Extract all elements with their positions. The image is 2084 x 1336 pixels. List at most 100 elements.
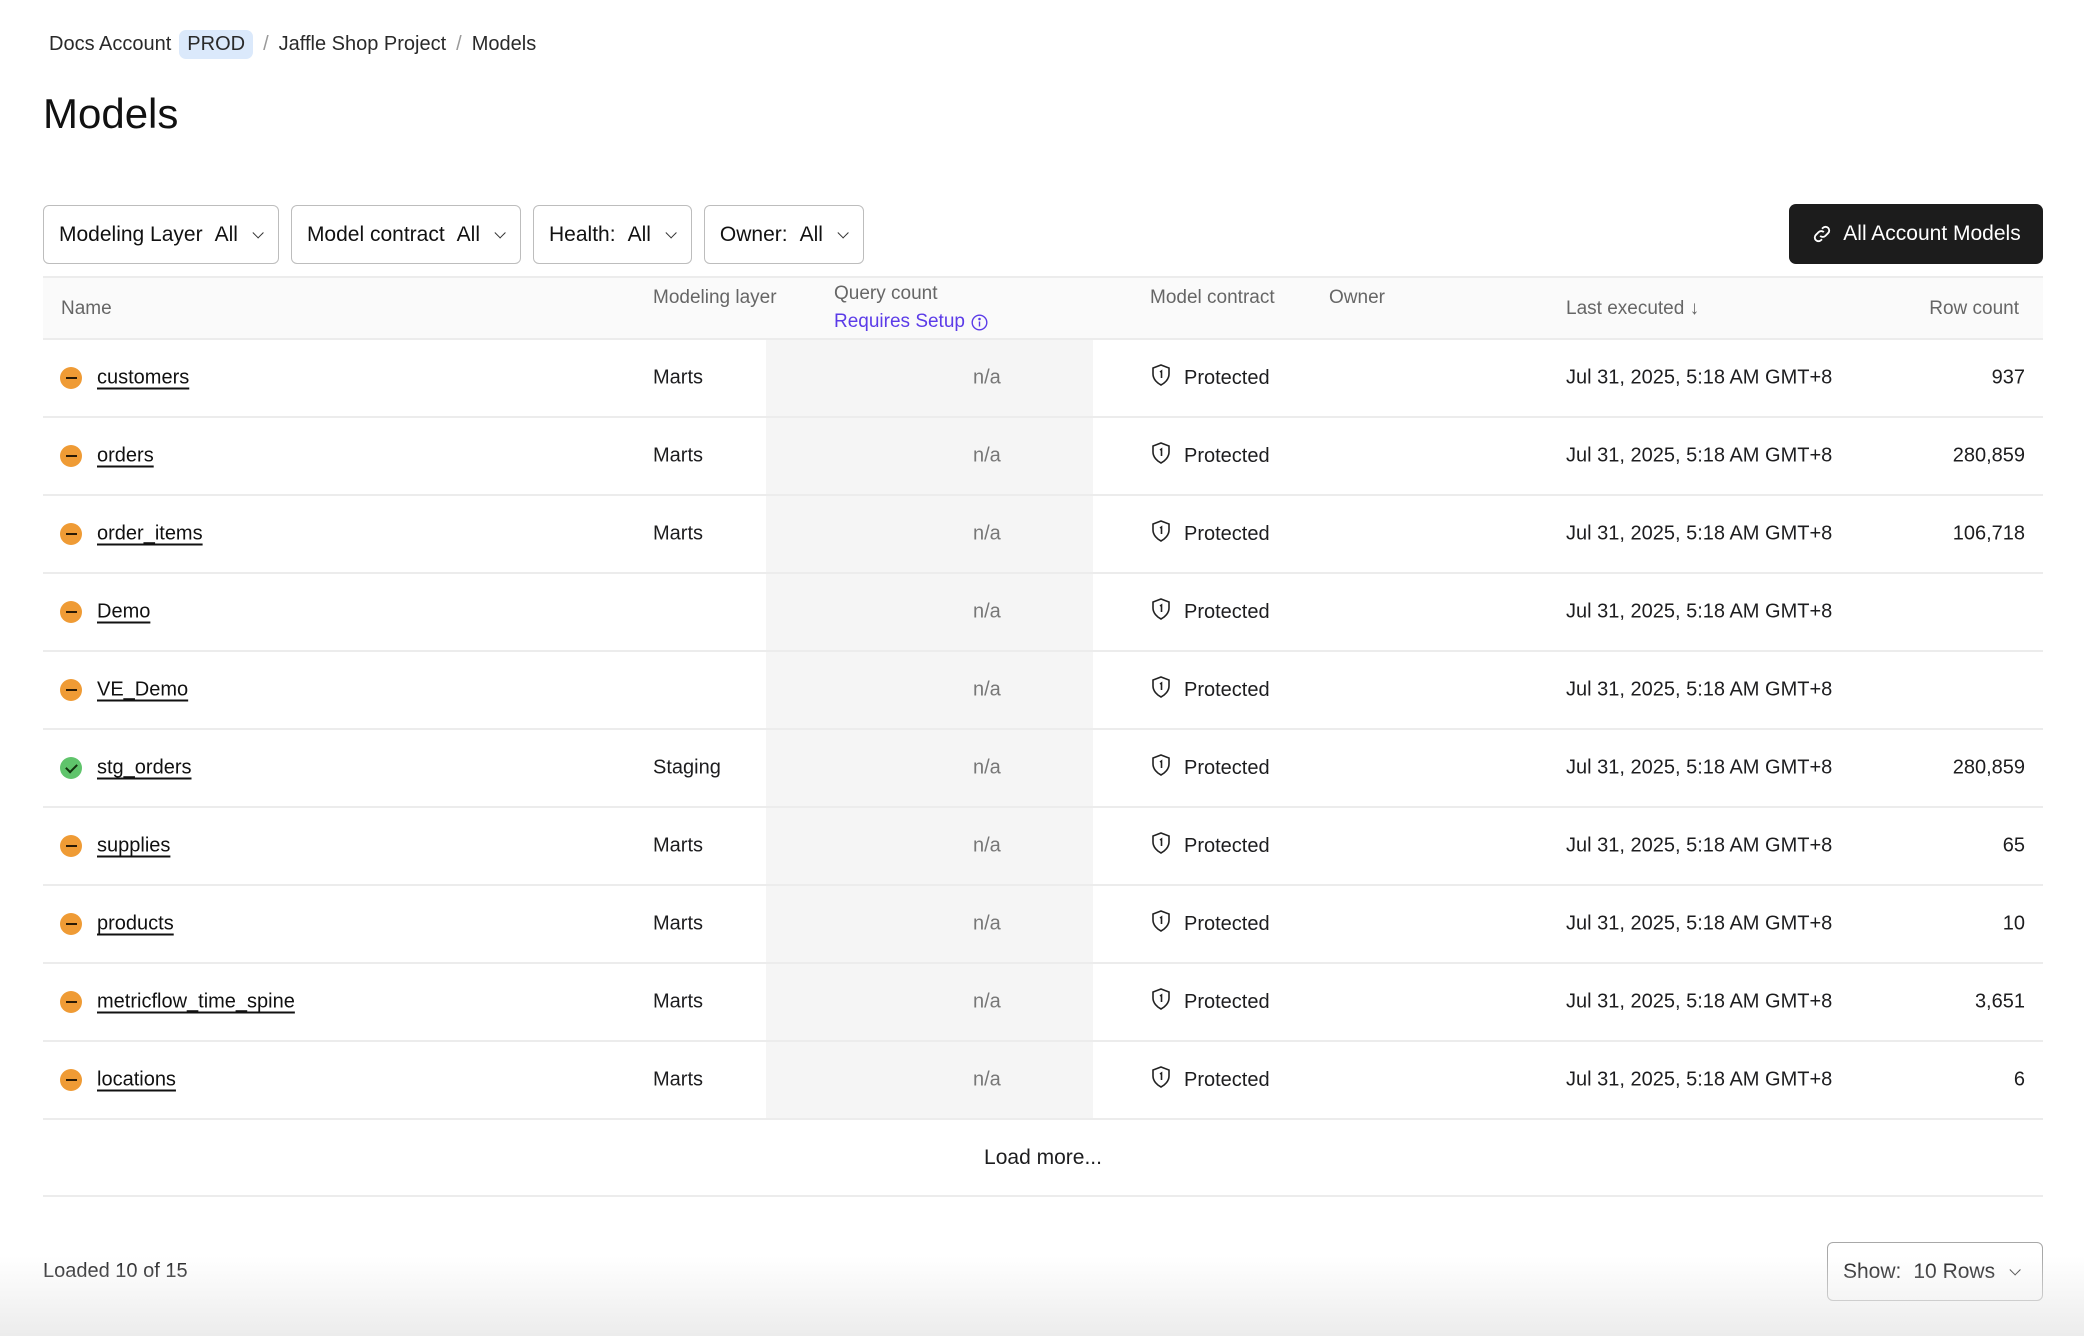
row-count: 6: [2013, 1068, 2025, 1091]
table-header: Name Modeling layer Query count Requires…: [43, 276, 2043, 340]
shield-icon: [1150, 1065, 1172, 1095]
shield-icon: [1150, 363, 1172, 393]
model-name-link[interactable]: orders: [97, 444, 154, 467]
modeling-layer: Marts: [653, 522, 703, 545]
table-row[interactable]: order_items Marts n/a Protected Jul 31, 2025…: [43, 496, 2043, 574]
health-warning-icon: [60, 445, 82, 467]
col-model-contract[interactable]: Model contract: [1150, 287, 1275, 308]
chevron-down-icon: [665, 226, 677, 239]
query-count: n/a: [973, 678, 1001, 701]
filter-health[interactable]: Health: All: [533, 205, 692, 264]
breadcrumb-project[interactable]: Jaffle Shop Project: [278, 33, 447, 55]
model-contract: Protected: [1150, 831, 1270, 861]
last-executed: Jul 31, 2025, 5:18 AM GMT+8: [1566, 756, 1833, 779]
table-row[interactable]: stg_orders Staging n/a Protected Jul 31, 202…: [43, 730, 2043, 808]
modeling-layer: Marts: [653, 834, 703, 857]
loaded-status: Loaded 10 of 15: [43, 1260, 188, 1282]
model-contract: Protected: [1150, 1065, 1270, 1095]
modeling-layer: Marts: [653, 990, 703, 1013]
filter-owner[interactable]: Owner: All: [703, 205, 864, 264]
all-account-models-button[interactable]: All Account Models: [1789, 204, 2043, 264]
model-name-link[interactable]: customers: [97, 366, 190, 389]
model-name-link[interactable]: order_items: [97, 522, 203, 545]
health-check-icon: [60, 757, 82, 779]
table-row[interactable]: Demo n/a Protected Jul 31, 2025, 5:18 AM GM…: [43, 574, 2043, 652]
contract-label: Protected: [1184, 912, 1270, 935]
filter-value: All: [627, 222, 651, 246]
shield-icon: [1150, 519, 1172, 549]
filter-value: All: [456, 222, 481, 246]
table-row[interactable]: orders Marts n/a Protected Jul 31, 2025, 5:1…: [43, 418, 2043, 496]
table-row[interactable]: metricflow_time_spine Marts n/a Protected Ju…: [43, 964, 2043, 1042]
table-row[interactable]: customers Marts n/a Protected Jul 31, 2025, …: [43, 340, 2043, 418]
info-icon: [971, 313, 988, 331]
row-count: 937: [1991, 366, 2025, 389]
rows-per-page-select[interactable]: Show: 10 Rows: [1827, 1242, 2043, 1301]
health-warning-icon: [60, 1069, 82, 1091]
filter-modeling-layer[interactable]: Modeling Layer All: [43, 205, 279, 264]
model-name-link[interactable]: stg_orders: [97, 756, 192, 779]
query-count-column-shade: [766, 340, 1093, 1120]
contract-label: Protected: [1184, 756, 1270, 779]
health-warning-icon: [60, 523, 82, 545]
model-name-link[interactable]: metricflow_time_spine: [97, 990, 295, 1013]
modeling-layer: Marts: [653, 366, 703, 389]
contract-label: Protected: [1184, 444, 1270, 467]
col-owner[interactable]: Owner: [1329, 287, 1385, 308]
breadcrumb-account[interactable]: Docs Account: [49, 33, 172, 55]
health-warning-icon: [60, 913, 82, 935]
query-count: n/a: [973, 444, 1001, 467]
model-contract: Protected: [1150, 597, 1270, 627]
query-count: n/a: [973, 522, 1001, 545]
filter-label: Owner:: [719, 222, 788, 246]
last-executed: Jul 31, 2025, 5:18 AM GMT+8: [1566, 1068, 1833, 1091]
filter-model-contract[interactable]: Model contract All: [290, 205, 522, 264]
col-last-executed[interactable]: Last executed ↓: [1566, 298, 1700, 319]
col-row-count[interactable]: Row count: [1929, 298, 2019, 319]
filter-value: All: [214, 222, 238, 246]
filter-bar: Modeling Layer All Model contract All Heal…: [43, 205, 864, 264]
health-warning-icon: [60, 835, 82, 857]
filter-label: Modeling Layer: [59, 222, 203, 246]
query-count: n/a: [973, 912, 1001, 935]
health-warning-icon: [60, 601, 82, 623]
filter-label: Model contract: [306, 222, 445, 246]
chevron-down-icon: [494, 226, 506, 239]
env-badge: PROD: [179, 30, 254, 59]
load-more-button[interactable]: Load more...: [43, 1120, 2043, 1197]
col-name[interactable]: Name: [61, 298, 112, 319]
table-row[interactable]: locations Marts n/a Protected Jul 31, 2025, …: [43, 1042, 2043, 1120]
table-row[interactable]: products Marts n/a Protected Jul 31, 2025, 5…: [43, 886, 2043, 964]
contract-label: Protected: [1184, 834, 1270, 857]
last-executed: Jul 31, 2025, 5:18 AM GMT+8: [1566, 678, 1833, 701]
model-name-link[interactable]: Demo: [97, 600, 151, 623]
last-executed: Jul 31, 2025, 5:18 AM GMT+8: [1566, 912, 1833, 935]
contract-label: Protected: [1184, 1068, 1270, 1091]
last-executed: Jul 31, 2025, 5:18 AM GMT+8: [1566, 366, 1833, 389]
row-count: 10: [2002, 912, 2025, 935]
col-modeling-layer[interactable]: Modeling layer: [653, 287, 777, 308]
model-name-link[interactable]: VE_Demo: [97, 678, 189, 701]
shield-icon: [1150, 831, 1172, 861]
row-count: 280,859: [1952, 756, 2025, 779]
all-account-models-label: All Account Models: [1843, 222, 2021, 245]
row-count: 3,651: [1974, 990, 2025, 1013]
table-row[interactable]: supplies Marts n/a Protected Jul 31, 2025, 5…: [43, 808, 2043, 886]
model-name-link[interactable]: supplies: [97, 834, 171, 857]
table-body: customers Marts n/a Protected Jul 31, 2025, …: [43, 340, 2043, 1120]
contract-label: Protected: [1184, 678, 1270, 701]
filter-value: All: [799, 222, 823, 246]
model-name-link[interactable]: products: [97, 912, 174, 935]
col-query-count[interactable]: Query count: [834, 283, 938, 304]
last-executed: Jul 31, 2025, 5:18 AM GMT+8: [1566, 600, 1833, 623]
last-executed: Jul 31, 2025, 5:18 AM GMT+8: [1566, 444, 1833, 467]
requires-setup-link[interactable]: Requires Setup: [834, 311, 988, 333]
contract-label: Protected: [1184, 366, 1270, 389]
last-executed: Jul 31, 2025, 5:18 AM GMT+8: [1566, 990, 1833, 1013]
model-contract: Protected: [1150, 987, 1270, 1017]
show-label: Show:: [1843, 1259, 1902, 1283]
model-contract: Protected: [1150, 909, 1270, 939]
model-name-link[interactable]: locations: [97, 1068, 176, 1091]
modeling-layer: Staging: [653, 756, 721, 779]
table-row[interactable]: VE_Demo n/a Protected Jul 31, 2025, 5:18 AM…: [43, 652, 2043, 730]
